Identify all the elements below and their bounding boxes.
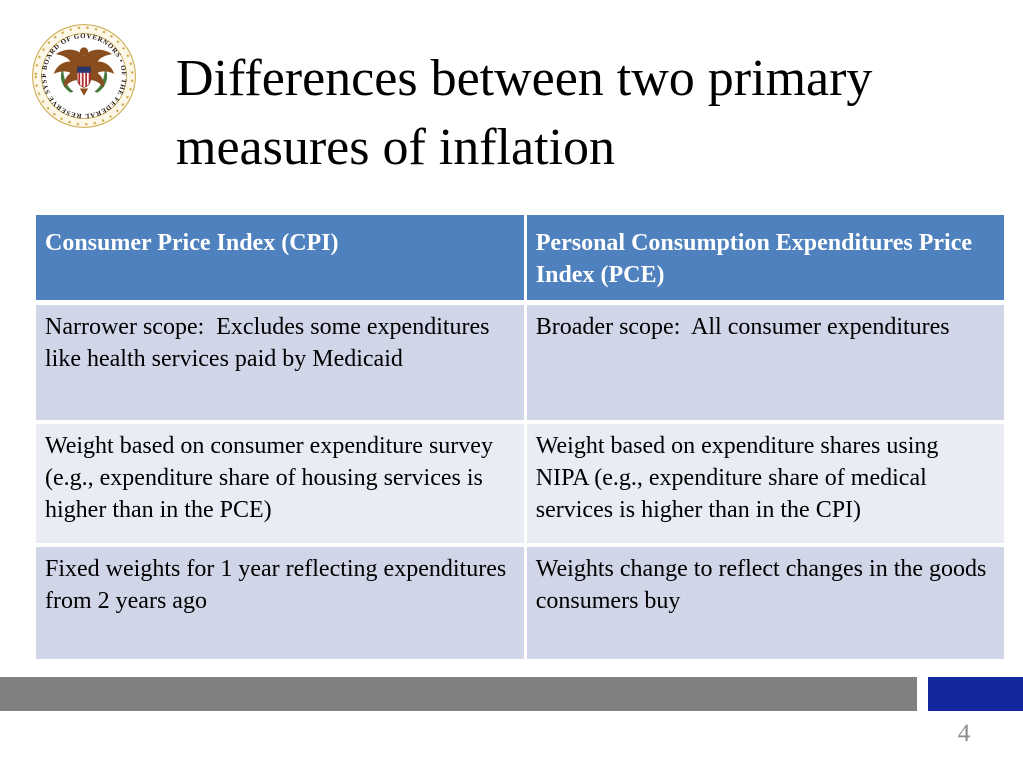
shield-stripes: [77, 66, 91, 88]
header-cpi: Consumer Price Index (CPI): [36, 215, 527, 305]
cell-pce-scope: Broader scope: All consumer expenditures: [526, 304, 1004, 424]
cell-pce-weight-basis: Weight based on expenditure shares using…: [526, 423, 1004, 547]
cell-cpi-scope: Narrower scope: Excludes some expenditur…: [36, 304, 527, 424]
footer-navy-bar: [928, 677, 1023, 711]
federal-reserve-seal-icon: ★ ★ ★ ★ ★ ★ ★ ★ ★ ★ ★ ★ ★ ★ ★ ★ ★ ★ ★ ★ …: [32, 24, 136, 128]
table-row-weights-basis: Weight based on consumer expenditure sur…: [36, 423, 1004, 547]
cell-cpi-weight-basis: Weight based on consumer expenditure sur…: [36, 423, 527, 547]
cell-cpi-weight-updating: Fixed weights for 1 year reflecting expe…: [36, 546, 527, 663]
table-row-weight-updating: Fixed weights for 1 year reflecting expe…: [36, 546, 1004, 663]
comparison-table: Consumer Price Index (CPI) Personal Cons…: [36, 215, 1004, 663]
footer-gray-bar: [0, 677, 917, 711]
eagle-head: [79, 47, 89, 56]
page-number: 4: [957, 720, 971, 747]
table-header-row: Consumer Price Index (CPI) Personal Cons…: [36, 215, 1004, 305]
slide-title: Differences between two primary measures…: [176, 50, 873, 177]
eagle-tail: [79, 88, 89, 96]
table-row-scope: Narrower scope: Excludes some expenditur…: [36, 304, 1004, 424]
cell-pce-weight-updating: Weights change to reflect changes in the…: [526, 546, 1004, 663]
header-pce: Personal Consumption Expenditures Price …: [526, 215, 1004, 305]
